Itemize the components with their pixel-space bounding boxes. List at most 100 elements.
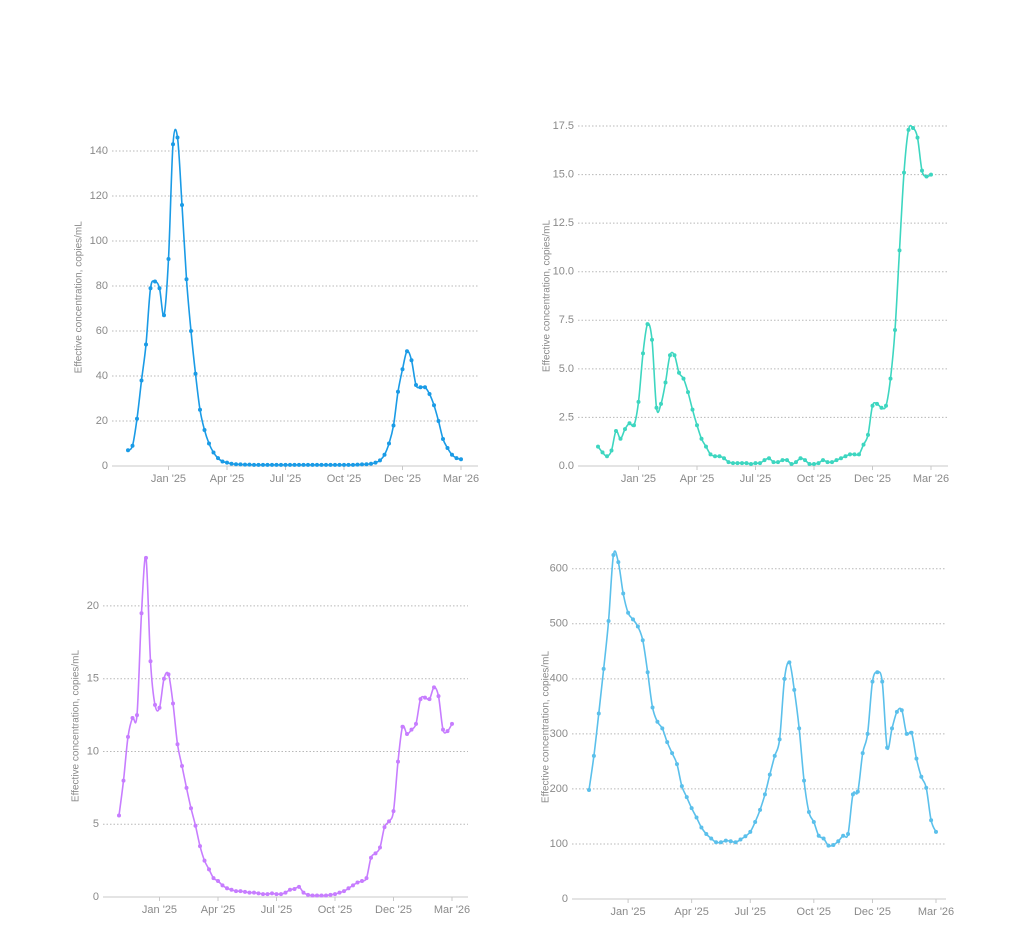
data-point: [714, 840, 719, 845]
data-point: [708, 452, 713, 457]
data-point: [256, 891, 261, 896]
data-point: [929, 818, 934, 823]
data-point: [846, 832, 851, 837]
data-point: [650, 705, 655, 710]
x-tick-label: Jan '25: [621, 473, 656, 485]
data-point: [346, 886, 351, 891]
data-point: [193, 823, 198, 828]
data-point: [351, 462, 355, 467]
y-axis-title: Effective concentration, copies/mL: [542, 220, 553, 373]
x-tick-label: Oct '25: [797, 906, 832, 918]
data-point: [423, 695, 427, 700]
data-point: [162, 313, 166, 318]
data-point: [740, 461, 744, 466]
data-point: [668, 353, 672, 358]
data-point: [880, 679, 885, 684]
data-point: [432, 685, 436, 690]
data-point: [890, 726, 895, 731]
data-point: [713, 454, 717, 459]
y-tick-label: 0: [562, 893, 568, 905]
data-point: [144, 555, 148, 560]
data-point: [445, 729, 450, 734]
data-point: [831, 843, 836, 848]
data-point: [333, 462, 337, 467]
y-tick-label: 600: [550, 563, 568, 575]
data-point: [850, 792, 855, 797]
data-point: [252, 890, 256, 895]
data-point: [753, 461, 758, 466]
data-point: [640, 638, 645, 643]
data-point: [193, 371, 198, 376]
data-point: [391, 423, 396, 428]
data-point: [772, 753, 777, 758]
x-tick-label: Mar '26: [918, 906, 954, 918]
data-point: [686, 390, 690, 395]
data-point: [427, 697, 432, 702]
data-point: [596, 444, 600, 449]
y-tick-label: 7.5: [559, 314, 574, 326]
data-point: [914, 756, 919, 761]
data-point: [709, 836, 714, 841]
data-point: [189, 806, 193, 811]
data-point: [816, 833, 821, 838]
data-point: [162, 676, 166, 681]
data-point: [378, 458, 382, 463]
data-point: [207, 441, 211, 446]
data-point: [632, 423, 636, 428]
data-point: [216, 456, 220, 461]
data-point: [929, 172, 933, 177]
data-point: [704, 832, 709, 837]
data-point: [148, 286, 153, 291]
data-point: [364, 876, 369, 881]
data-point: [894, 709, 899, 714]
y-tick-label: 0: [102, 460, 108, 472]
x-tick-label: Mar '26: [443, 473, 479, 485]
data-point: [355, 880, 360, 885]
data-point: [787, 660, 792, 665]
data-point: [139, 611, 144, 616]
y-tick-label: 200: [550, 783, 568, 795]
data-point: [902, 170, 906, 175]
data-point: [319, 462, 324, 467]
y-tick-label: 10.0: [553, 266, 574, 278]
data-point: [726, 460, 731, 465]
data-point: [767, 456, 771, 461]
data-point: [184, 785, 189, 790]
data-point: [870, 403, 875, 408]
data-point: [315, 893, 319, 898]
data-point: [387, 441, 391, 446]
data-point: [333, 892, 337, 897]
data-point: [794, 460, 798, 465]
data-point: [789, 462, 794, 467]
data-point: [694, 815, 699, 820]
data-point: [400, 724, 405, 729]
data-point: [220, 883, 225, 888]
data-point: [888, 376, 893, 381]
data-point: [681, 376, 686, 381]
data-point: [839, 456, 843, 461]
data-point: [811, 819, 816, 824]
data-point: [342, 462, 346, 467]
data-point: [418, 385, 423, 390]
data-point: [229, 887, 234, 892]
data-point: [672, 353, 677, 358]
data-point: [391, 809, 396, 814]
y-tick-label: 0.0: [559, 460, 574, 472]
x-tick-label: Oct '25: [327, 473, 362, 485]
data-point: [924, 174, 929, 179]
x-tick-label: Oct '25: [797, 473, 832, 485]
y-tick-label: 20: [96, 415, 108, 427]
y-tick-label: 20: [87, 600, 99, 612]
data-point: [861, 442, 866, 447]
data-point: [771, 460, 776, 465]
x-tick-label: Jan '25: [142, 904, 177, 916]
data-point: [659, 401, 663, 406]
data-point: [414, 383, 418, 387]
data-point: [229, 461, 234, 466]
data-point: [753, 819, 758, 824]
data-point: [396, 759, 400, 764]
data-point: [220, 459, 225, 464]
data-point: [360, 878, 364, 883]
data-point: [427, 392, 432, 396]
